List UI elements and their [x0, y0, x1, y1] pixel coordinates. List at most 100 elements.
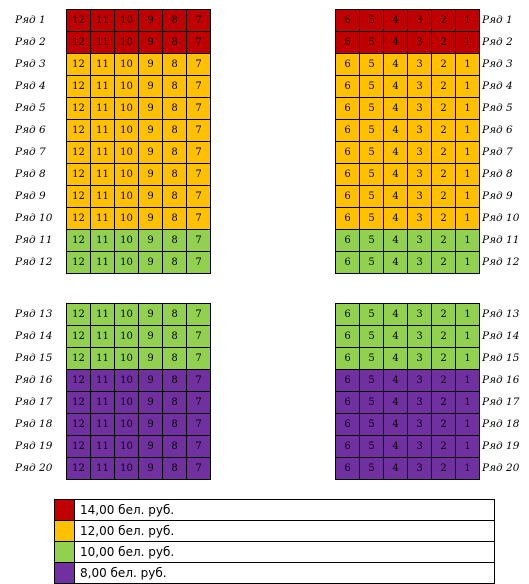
seat[interactable]: 5: [359, 185, 384, 208]
seat[interactable]: 6: [335, 229, 360, 252]
seat[interactable]: 2: [431, 163, 456, 186]
seat[interactable]: 2: [431, 119, 456, 142]
seat[interactable]: 12: [66, 391, 91, 414]
seat[interactable]: 6: [335, 97, 360, 120]
seat[interactable]: 1: [455, 9, 480, 32]
seat[interactable]: 12: [66, 207, 91, 230]
seat[interactable]: 12: [66, 141, 91, 164]
seat[interactable]: 10: [114, 163, 139, 186]
seat[interactable]: 12: [66, 75, 91, 98]
seat[interactable]: 12: [66, 435, 91, 458]
seat[interactable]: 3: [407, 413, 432, 436]
seat[interactable]: 8: [162, 185, 187, 208]
seat[interactable]: 11: [90, 53, 115, 76]
seat[interactable]: 11: [90, 325, 115, 348]
seat[interactable]: 7: [186, 141, 211, 164]
seat[interactable]: 7: [186, 369, 211, 392]
seat[interactable]: 2: [431, 325, 456, 348]
seat[interactable]: 2: [431, 31, 456, 54]
seat[interactable]: 3: [407, 75, 432, 98]
seat[interactable]: 2: [431, 347, 456, 370]
seat[interactable]: 2: [431, 9, 456, 32]
seat[interactable]: 6: [335, 141, 360, 164]
seat[interactable]: 7: [186, 229, 211, 252]
seat[interactable]: 1: [455, 435, 480, 458]
seat[interactable]: 5: [359, 435, 384, 458]
seat[interactable]: 4: [383, 229, 408, 252]
seat[interactable]: 11: [90, 391, 115, 414]
seat[interactable]: 8: [162, 413, 187, 436]
seat[interactable]: 10: [114, 119, 139, 142]
seat[interactable]: 12: [66, 163, 91, 186]
seat[interactable]: 5: [359, 369, 384, 392]
seat[interactable]: 11: [90, 75, 115, 98]
seat[interactable]: 1: [455, 163, 480, 186]
seat[interactable]: 8: [162, 435, 187, 458]
seat[interactable]: 6: [335, 413, 360, 436]
seat[interactable]: 9: [138, 31, 163, 54]
seat[interactable]: 9: [138, 347, 163, 370]
seat[interactable]: 10: [114, 141, 139, 164]
seat[interactable]: 1: [455, 347, 480, 370]
seat[interactable]: 9: [138, 53, 163, 76]
seat[interactable]: 1: [455, 369, 480, 392]
seat[interactable]: 9: [138, 303, 163, 326]
seat[interactable]: 6: [335, 75, 360, 98]
seat[interactable]: 2: [431, 185, 456, 208]
seat[interactable]: 4: [383, 391, 408, 414]
seat[interactable]: 7: [186, 457, 211, 480]
seat[interactable]: 1: [455, 53, 480, 76]
seat[interactable]: 10: [114, 185, 139, 208]
seat[interactable]: 12: [66, 9, 91, 32]
seat[interactable]: 12: [66, 185, 91, 208]
seat[interactable]: 11: [90, 413, 115, 436]
seat[interactable]: 11: [90, 229, 115, 252]
seat[interactable]: 9: [138, 229, 163, 252]
seat[interactable]: 3: [407, 391, 432, 414]
seat[interactable]: 3: [407, 163, 432, 186]
seat[interactable]: 2: [431, 391, 456, 414]
seat[interactable]: 4: [383, 457, 408, 480]
seat[interactable]: 6: [335, 303, 360, 326]
seat[interactable]: 5: [359, 229, 384, 252]
seat[interactable]: 11: [90, 97, 115, 120]
seat[interactable]: 7: [186, 119, 211, 142]
seat[interactable]: 2: [431, 97, 456, 120]
seat[interactable]: 9: [138, 141, 163, 164]
seat[interactable]: 12: [66, 457, 91, 480]
seat[interactable]: 10: [114, 9, 139, 32]
seat[interactable]: 11: [90, 119, 115, 142]
seat[interactable]: 11: [90, 369, 115, 392]
seat[interactable]: 6: [335, 435, 360, 458]
seat[interactable]: 3: [407, 9, 432, 32]
seat[interactable]: 8: [162, 229, 187, 252]
seat[interactable]: 10: [114, 369, 139, 392]
seat[interactable]: 8: [162, 207, 187, 230]
seat[interactable]: 9: [138, 97, 163, 120]
seat[interactable]: 8: [162, 347, 187, 370]
seat[interactable]: 5: [359, 413, 384, 436]
seat[interactable]: 4: [383, 413, 408, 436]
seat[interactable]: 9: [138, 9, 163, 32]
seat[interactable]: 1: [455, 325, 480, 348]
seat[interactable]: 5: [359, 75, 384, 98]
seat[interactable]: 7: [186, 185, 211, 208]
seat[interactable]: 12: [66, 119, 91, 142]
seat[interactable]: 10: [114, 97, 139, 120]
seat[interactable]: 11: [90, 457, 115, 480]
seat[interactable]: 10: [114, 391, 139, 414]
seat[interactable]: 11: [90, 347, 115, 370]
seat[interactable]: 8: [162, 75, 187, 98]
seat[interactable]: 3: [407, 185, 432, 208]
seat[interactable]: 9: [138, 251, 163, 274]
seat[interactable]: 4: [383, 303, 408, 326]
seat[interactable]: 4: [383, 251, 408, 274]
seat[interactable]: 11: [90, 9, 115, 32]
seat[interactable]: 4: [383, 163, 408, 186]
seat[interactable]: 2: [431, 303, 456, 326]
seat[interactable]: 9: [138, 369, 163, 392]
seat[interactable]: 10: [114, 31, 139, 54]
seat[interactable]: 7: [186, 435, 211, 458]
seat[interactable]: 10: [114, 457, 139, 480]
seat[interactable]: 12: [66, 31, 91, 54]
